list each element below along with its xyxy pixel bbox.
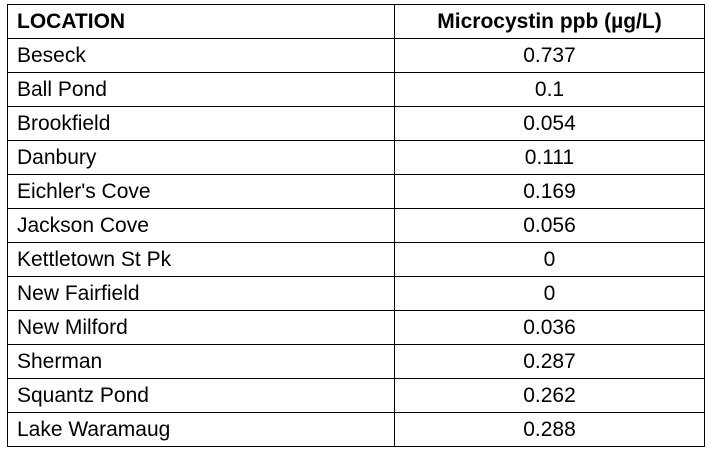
microcystin-cell[interactable]: 0 [394,276,705,311]
table-row: Eichler's Cove 0.169 [7,174,705,209]
location-cell[interactable]: Brookfield [7,106,395,141]
header-row: LOCATION Microcystin ppb (µg/L) [7,4,705,39]
location-cell[interactable]: Jackson Cove [7,208,395,243]
table-row: Danbury 0.111 [7,140,705,175]
microcystin-cell[interactable]: 0.287 [394,344,705,379]
table-row: New Fairfield 0 [7,276,705,311]
table-row: Beseck 0.737 [7,38,705,73]
table-row: Sherman 0.287 [7,344,705,379]
table-row: Kettletown St Pk 0 [7,242,705,277]
microcystin-cell[interactable]: 0.054 [394,106,705,141]
location-cell[interactable]: Beseck [7,38,395,73]
microcystin-cell[interactable]: 0.737 [394,38,705,73]
microcystin-cell[interactable]: 0.288 [394,412,705,447]
table-row: Squantz Pond 0.262 [7,378,705,413]
microcystin-table: LOCATION Microcystin ppb (µg/L) Beseck 0… [7,4,705,447]
location-cell[interactable]: Sherman [7,344,395,379]
location-cell[interactable]: Lake Waramaug [7,412,395,447]
microcystin-cell[interactable]: 0.056 [394,208,705,243]
header-location[interactable]: LOCATION [7,4,395,39]
location-cell[interactable]: New Fairfield [7,276,395,311]
microcystin-cell[interactable]: 0 [394,242,705,277]
table-row: Ball Pond 0.1 [7,72,705,107]
table-row: Brookfield 0.054 [7,106,705,141]
header-microcystin[interactable]: Microcystin ppb (µg/L) [394,4,705,39]
location-cell[interactable]: Kettletown St Pk [7,242,395,277]
microcystin-cell[interactable]: 0.169 [394,174,705,209]
table-row: Lake Waramaug 0.288 [7,412,705,447]
microcystin-cell[interactable]: 0.111 [394,140,705,175]
microcystin-cell[interactable]: 0.262 [394,378,705,413]
table-row: New Milford 0.036 [7,310,705,345]
location-cell[interactable]: Eichler's Cove [7,174,395,209]
spreadsheet-area: LOCATION Microcystin ppb (µg/L) Beseck 0… [7,4,705,447]
microcystin-cell[interactable]: 0.036 [394,310,705,345]
microcystin-cell[interactable]: 0.1 [394,72,705,107]
table-row: Jackson Cove 0.056 [7,208,705,243]
location-cell[interactable]: New Milford [7,310,395,345]
location-cell[interactable]: Squantz Pond [7,378,395,413]
location-cell[interactable]: Ball Pond [7,72,395,107]
location-cell[interactable]: Danbury [7,140,395,175]
